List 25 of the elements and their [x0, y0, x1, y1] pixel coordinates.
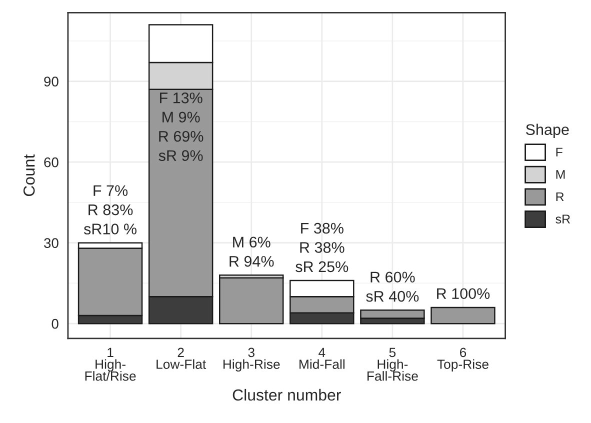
y-tick-label: 0 — [52, 318, 58, 329]
annotation: F 13% M 9% R 69% sR 9% — [158, 92, 204, 161]
bar — [430, 306, 496, 324]
x-tick-label: 6 Top-Rise — [437, 348, 488, 372]
annotation: R 60% sR 40% — [366, 272, 419, 302]
y-tick-label: 30 — [44, 238, 58, 248]
y-tick-label: 60 — [44, 157, 58, 168]
legend-label: M — [556, 170, 565, 179]
y-tick-label: 90 — [44, 76, 58, 86]
annotation: F 38% R 38% sR 25% — [296, 222, 348, 272]
annotation: F 7% R 83% sR10 % — [84, 185, 136, 234]
legend-label: F — [556, 148, 562, 156]
x-tick-label: 4 Mid-Fall — [300, 348, 344, 369]
legend-title: Shape — [526, 124, 569, 138]
legend-label: sR — [556, 214, 570, 224]
x-tick-label: 2 Low-Flat — [156, 348, 206, 369]
legend-label: R — [556, 192, 564, 202]
x-tick-label: 3 High-Rise — [223, 348, 280, 372]
annotation: R 100% — [437, 288, 490, 300]
y-axis-title: Count — [23, 154, 35, 196]
bar — [219, 277, 284, 324]
x-tick-label: 5 High- Fall-Rise — [368, 348, 418, 381]
x-axis-title: Cluster number — [232, 388, 341, 401]
x-tick-label: 1 High- Flat/Rise — [85, 348, 136, 381]
annotation: M 6% R 94% — [230, 236, 274, 267]
